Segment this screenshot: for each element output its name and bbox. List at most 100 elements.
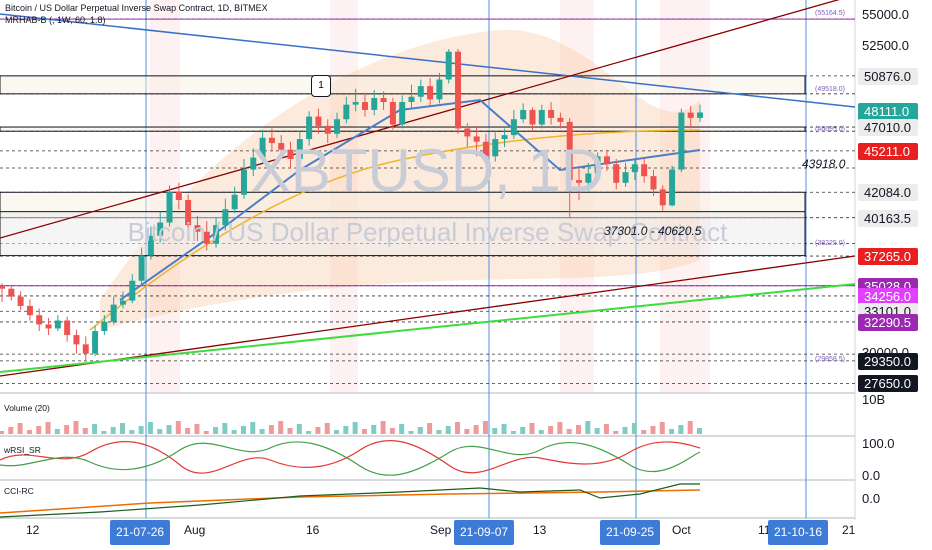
volume-bar [54, 429, 60, 434]
time-label-16: 16 [306, 523, 320, 537]
candle-body [389, 102, 396, 125]
range-annotation: 37301.0 - 40620.5 [604, 224, 702, 238]
level-note-top: (55164.5) [815, 10, 845, 17]
horizontal-levels [0, 18, 855, 384]
volume-bar [455, 422, 461, 434]
trendline-channel-lower [0, 255, 856, 377]
candle-body [203, 231, 210, 244]
trendline-green [0, 283, 856, 373]
volume-bar [222, 423, 228, 434]
candle-body [622, 172, 629, 183]
time-highlight-4[interactable]: 21-10-16 [768, 520, 829, 545]
candle-body [641, 164, 648, 177]
candle-body [445, 51, 452, 80]
time-label-13: 13 [533, 523, 547, 537]
candle-body [147, 235, 154, 256]
indicator-panes [0, 421, 702, 518]
cloud-band [100, 29, 700, 331]
volume-bar [26, 430, 32, 434]
wrsi-pane-label[interactable]: wRSI_SR [4, 445, 41, 455]
level-note-1: (49518.0) [815, 86, 845, 93]
volume-bar [492, 428, 498, 434]
candle-body [213, 225, 220, 244]
candle-body [129, 280, 136, 301]
price-label-text: 42084.0 [864, 185, 911, 201]
volume-bar [529, 423, 535, 434]
price-tick-52500: 52500.0 [862, 38, 909, 53]
candle-body [8, 288, 15, 297]
price-label-text: 34256.0 [864, 288, 911, 304]
candle-body [436, 79, 443, 100]
volume-bar [92, 424, 98, 434]
volume-bar [585, 421, 591, 434]
volume-bar [45, 422, 51, 434]
volume-pane-label[interactable]: Volume (20) [4, 403, 50, 413]
candle-body [371, 98, 378, 110]
price-label: 47010.0 [858, 119, 918, 137]
time-label-aug: Aug [184, 523, 206, 537]
candle-body [594, 156, 601, 174]
candle-body [520, 109, 527, 120]
volume-bar [417, 427, 423, 434]
volume-bar [175, 421, 181, 434]
candle-body [678, 112, 685, 170]
candle-body [138, 255, 145, 281]
wrsi-line [0, 440, 701, 474]
volume-bar [17, 423, 23, 434]
volume-bar [566, 429, 572, 434]
volume-bar [464, 429, 470, 434]
volume-bar [203, 431, 209, 434]
candle-body [510, 119, 517, 136]
candle-body [343, 104, 350, 120]
candle-body [557, 117, 564, 122]
price-label-text: 27650.0 [864, 376, 911, 392]
range-box [0, 211, 806, 257]
volume-bar [101, 431, 107, 434]
price-label-text: 47010.0 [864, 120, 911, 136]
time-highlight-3[interactable]: 21-09-25 [600, 520, 661, 545]
time-label-21: 21 [842, 523, 856, 537]
candle-body [482, 141, 489, 157]
volume-bar [64, 425, 70, 434]
candle-body [697, 112, 703, 118]
volume-bar [259, 429, 265, 434]
trendline-channel-upper [0, 0, 840, 239]
candle-body [687, 112, 694, 118]
candle-body [585, 173, 592, 183]
volume-bar [473, 425, 479, 434]
price-label-text: 48111.0 [864, 104, 910, 120]
volume-bar [641, 430, 647, 434]
volume-tick: 10B [862, 392, 886, 407]
candle-body [175, 192, 182, 200]
volume-bar [157, 429, 163, 434]
cci-pane-label[interactable]: CCI-RC [4, 486, 34, 496]
volume-bar [213, 427, 219, 434]
candle-body [352, 102, 359, 105]
price-label-text: 32290.5 [864, 314, 911, 330]
volume-bar [296, 424, 302, 434]
volume-bar [557, 422, 563, 434]
candle-body [669, 169, 676, 206]
time-highlight-2[interactable]: 21-09-07 [454, 520, 515, 545]
price-label-text: 37265.0 [864, 249, 911, 265]
time-highlight-1[interactable]: 21-07-26 [110, 520, 171, 545]
indicator-title[interactable]: MRHAB-B (, 1W, 60, 1.8) [5, 15, 106, 25]
candle-body [17, 296, 24, 306]
cci-tick-0: 0.0 [862, 491, 881, 506]
candle-body [157, 222, 164, 236]
trade-marker[interactable]: 1 [311, 75, 331, 97]
volume-bar [82, 428, 88, 434]
candle-body [185, 200, 192, 226]
candle-body [306, 116, 313, 140]
price-label-text: 50876.0 [864, 68, 911, 84]
candle-body [455, 51, 462, 129]
moving-average [89, 129, 701, 331]
volume-bar [538, 430, 544, 434]
price-label-text: 40163.5 [864, 210, 911, 226]
volume-bar [697, 428, 702, 434]
time-label-sep: Sep [430, 523, 452, 537]
volume-bar [576, 425, 582, 434]
symbol-title[interactable]: Bitcoin / US Dollar Perpetual Inverse Sw… [5, 3, 268, 13]
price-label: 50876.0 [858, 67, 918, 85]
